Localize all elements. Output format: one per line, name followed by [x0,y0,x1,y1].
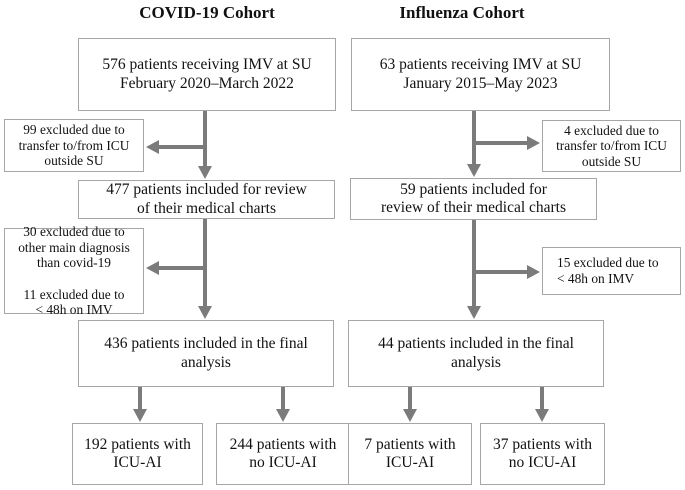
covid-icuai-box: 192 patients with ICU-AI [72,423,203,485]
influenza-no-icuai-text: 37 patients with no ICU-AI [492,435,593,471]
influenza-exclusion2-box: 15 excluded due to < 48h on IMV [542,247,681,295]
covid-initial-text: 576 patients receiving IMV at SU Februar… [102,56,312,92]
covid-no-icuai-text: 244 patients with no ICU-AI [229,435,337,471]
influenza-cohort-header: Influenza Cohort [362,3,562,23]
covid-review-box: 477 patients included for review of thei… [78,180,335,219]
covid-exclusion2-text: 30 excluded due to other main diagnosis … [18,224,130,318]
covid-exclusion1-text: 99 excluded due to transfer to/from ICU … [18,122,130,169]
influenza-no-icuai-box: 37 patients with no ICU-AI [480,423,605,485]
influenza-cohort-header-label: Influenza Cohort [399,3,525,22]
covid-icuai-text: 192 patients with ICU-AI [84,435,191,471]
influenza-final-analysis-box: 44 patients included in the final analys… [348,320,604,387]
covid-left-arrow-exclusion2 [146,261,205,275]
covid-review-text: 477 patients included for review of thei… [106,181,307,217]
influenza-down-arrow-initial-to-review [467,111,481,177]
influenza-exclusion1-box: 4 excluded due to transfer to/from ICU o… [542,120,681,172]
influenza-exclusion2-text: 15 excluded due to < 48h on IMV [557,255,659,286]
covid-exclusion1-box: 99 excluded due to transfer to/from ICU … [4,119,144,172]
influenza-down-arrow-to-icuai [403,387,417,422]
covid-cohort-header: COVID-19 Cohort [107,3,307,23]
influenza-icuai-box: 7 patients with ICU-AI [348,423,472,485]
covid-final-analysis-text: 436 patients included in the final analy… [104,335,308,371]
influenza-icuai-text: 7 patients with ICU-AI [364,435,456,471]
influenza-exclusion1-text: 4 excluded due to transfer to/from ICU o… [556,122,667,169]
influenza-final-analysis-text: 44 patients included in the final analys… [378,335,574,371]
covid-left-arrow-exclusion1 [146,140,205,154]
covid-down-arrow-to-no-icuai [276,387,290,422]
covid-down-arrow-to-icuai [133,387,147,422]
covid-exclusion2-box: 30 excluded due to other main diagnosis … [4,224,144,317]
covid-down-arrow-review-to-final [198,219,212,319]
influenza-initial-text: 63 patients receiving IMV at SU January … [379,56,582,92]
influenza-right-arrow-exclusion2 [474,265,540,279]
influenza-review-text: 59 patients included for review of their… [380,180,567,216]
influenza-down-arrow-review-to-final [467,220,481,319]
covid-final-analysis-box: 436 patients included in the final analy… [78,320,334,387]
covid-no-icuai-box: 244 patients with no ICU-AI [216,423,350,485]
influenza-down-arrow-to-no-icuai [535,387,549,422]
influenza-right-arrow-exclusion1 [474,136,540,150]
influenza-review-box: 59 patients included for review of their… [350,178,597,220]
influenza-initial-box: 63 patients receiving IMV at SU January … [351,38,610,111]
covid-down-arrow-initial-to-review [198,111,212,179]
covid-cohort-header-label: COVID-19 Cohort [139,3,275,22]
covid-initial-box: 576 patients receiving IMV at SU Februar… [78,38,336,111]
